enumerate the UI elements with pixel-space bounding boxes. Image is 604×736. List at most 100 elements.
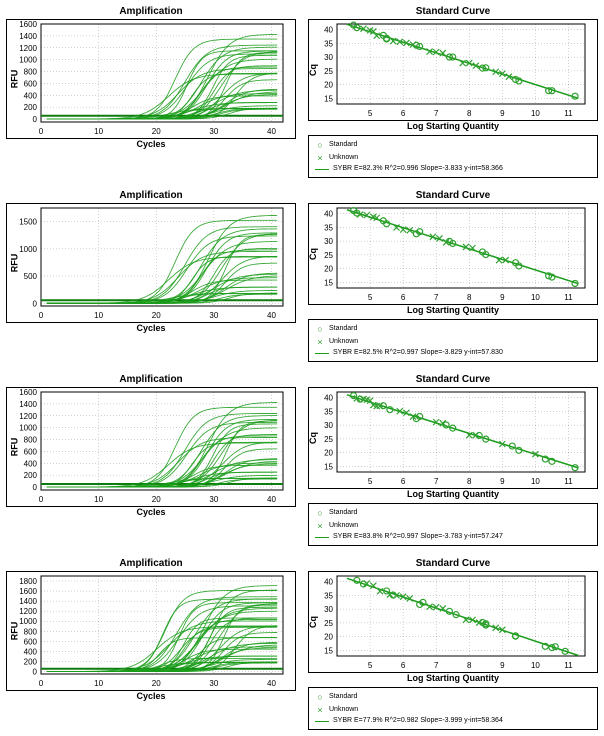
legend-item-unknown: × Unknown bbox=[315, 520, 591, 533]
line-icon bbox=[315, 169, 329, 170]
x-icon: × bbox=[315, 152, 325, 165]
svg-text:1600: 1600 bbox=[19, 388, 37, 397]
legend-item-unknown: × Unknown bbox=[315, 152, 591, 165]
svg-text:7: 7 bbox=[434, 661, 439, 670]
svg-text:9: 9 bbox=[500, 109, 505, 118]
svg-text:25: 25 bbox=[324, 251, 333, 260]
legend-item-standard: ○ Standard bbox=[315, 507, 591, 520]
amplification-plot: 01020304002004006008001000120014001600 bbox=[7, 20, 289, 138]
svg-text:1000: 1000 bbox=[19, 56, 37, 65]
line-icon bbox=[315, 537, 329, 538]
legend-item-unknown: × Unknown bbox=[315, 336, 591, 349]
svg-text:10: 10 bbox=[94, 127, 103, 136]
svg-text:25: 25 bbox=[324, 67, 333, 76]
line-icon bbox=[315, 353, 329, 354]
chart-title: Amplification bbox=[6, 558, 296, 569]
svg-text:200: 200 bbox=[24, 471, 38, 480]
y-axis-label: RFU bbox=[9, 70, 19, 89]
chart-title: Standard Curve bbox=[308, 374, 598, 385]
chart-title: Standard Curve bbox=[308, 6, 598, 17]
svg-text:10: 10 bbox=[94, 495, 103, 504]
svg-text:10: 10 bbox=[531, 661, 540, 670]
standard-curve-panel: Standard Curve Cq 567891011152025303540 … bbox=[308, 558, 598, 730]
svg-text:15: 15 bbox=[324, 94, 333, 103]
x-icon: × bbox=[315, 520, 325, 533]
svg-text:10: 10 bbox=[94, 679, 103, 688]
legend-item-fit: SYBR E=82.5% R^2=0.997 Slope=-3.829 y-in… bbox=[315, 348, 591, 358]
svg-text:6: 6 bbox=[401, 109, 406, 118]
legend: ○ Standard × Unknown SYBR E=77.9% R^2=0.… bbox=[308, 687, 598, 730]
svg-text:8: 8 bbox=[467, 293, 472, 302]
x-axis-label: Cycles bbox=[6, 691, 296, 701]
svg-text:1400: 1400 bbox=[19, 400, 37, 409]
svg-text:20: 20 bbox=[324, 81, 333, 90]
y-axis-label: RFU bbox=[9, 254, 19, 273]
standard-curve-plot: 567891011152025303540 bbox=[309, 204, 591, 304]
x-icon: × bbox=[315, 336, 325, 349]
svg-text:30: 30 bbox=[209, 311, 218, 320]
svg-text:35: 35 bbox=[324, 39, 333, 48]
svg-text:6: 6 bbox=[401, 293, 406, 302]
svg-text:11: 11 bbox=[564, 293, 573, 302]
x-axis-label: Log Starting Quantity bbox=[308, 121, 598, 131]
svg-text:5: 5 bbox=[368, 661, 373, 670]
svg-text:10: 10 bbox=[531, 293, 540, 302]
svg-text:0: 0 bbox=[39, 127, 44, 136]
svg-text:1800: 1800 bbox=[19, 577, 37, 586]
x-icon: × bbox=[315, 704, 325, 717]
chart-title: Standard Curve bbox=[308, 190, 598, 201]
legend-item-standard: ○ Standard bbox=[315, 691, 591, 704]
legend: ○ Standard × Unknown SYBR E=82.5% R^2=0.… bbox=[308, 319, 598, 362]
svg-text:200: 200 bbox=[24, 657, 38, 666]
svg-text:15: 15 bbox=[324, 646, 333, 655]
svg-text:8: 8 bbox=[467, 109, 472, 118]
legend-label: Standard bbox=[329, 508, 357, 518]
svg-text:400: 400 bbox=[24, 459, 38, 468]
svg-text:1600: 1600 bbox=[19, 587, 37, 596]
svg-text:600: 600 bbox=[24, 447, 38, 456]
svg-text:11: 11 bbox=[564, 477, 573, 486]
legend-label: Unknown bbox=[329, 153, 358, 163]
legend: ○ Standard × Unknown SYBR E=82.3% R^2=0.… bbox=[308, 135, 598, 178]
svg-text:1600: 1600 bbox=[19, 20, 37, 29]
y-axis-label: Cq bbox=[308, 64, 318, 76]
y-axis-label: Cq bbox=[308, 432, 318, 444]
svg-text:30: 30 bbox=[324, 53, 333, 62]
chart-grid: Amplification RFU 0102030400200400600800… bbox=[0, 0, 604, 736]
svg-text:40: 40 bbox=[324, 26, 333, 35]
legend-label: Unknown bbox=[329, 521, 358, 531]
svg-text:40: 40 bbox=[267, 127, 276, 136]
legend-item-fit: SYBR E=83.8% R^2=0.997 Slope=-3.783 y-in… bbox=[315, 532, 591, 542]
legend-item-standard: ○ Standard bbox=[315, 139, 591, 152]
svg-text:0: 0 bbox=[33, 483, 38, 492]
svg-text:5: 5 bbox=[368, 109, 373, 118]
svg-text:1200: 1200 bbox=[19, 44, 37, 53]
svg-text:0: 0 bbox=[33, 115, 38, 124]
standard-curve-plot: 567891011152025303540 bbox=[309, 572, 591, 672]
svg-text:7: 7 bbox=[434, 109, 439, 118]
svg-text:20: 20 bbox=[152, 495, 161, 504]
svg-text:9: 9 bbox=[500, 661, 505, 670]
standard-curve-panel: Standard Curve Cq 567891011152025303540 … bbox=[308, 6, 598, 178]
svg-text:5: 5 bbox=[368, 293, 373, 302]
svg-text:9: 9 bbox=[500, 477, 505, 486]
x-axis-label: Cycles bbox=[6, 139, 296, 149]
circle-icon: ○ bbox=[315, 691, 325, 704]
amplification-plot: 01020304002004006008001000120014001600 bbox=[7, 388, 289, 506]
svg-text:30: 30 bbox=[324, 237, 333, 246]
svg-text:11: 11 bbox=[564, 109, 573, 118]
svg-text:20: 20 bbox=[152, 679, 161, 688]
x-axis-label: Log Starting Quantity bbox=[308, 673, 598, 683]
legend-label: SYBR E=82.5% R^2=0.997 Slope=-3.829 y-in… bbox=[333, 348, 503, 358]
svg-text:35: 35 bbox=[324, 223, 333, 232]
svg-text:1000: 1000 bbox=[19, 245, 37, 254]
svg-text:30: 30 bbox=[209, 679, 218, 688]
svg-text:200: 200 bbox=[24, 103, 38, 112]
svg-text:40: 40 bbox=[267, 495, 276, 504]
svg-text:1000: 1000 bbox=[19, 617, 37, 626]
svg-text:8: 8 bbox=[467, 661, 472, 670]
svg-text:1000: 1000 bbox=[19, 424, 37, 433]
svg-text:6: 6 bbox=[401, 661, 406, 670]
svg-text:6: 6 bbox=[401, 477, 406, 486]
svg-text:10: 10 bbox=[94, 311, 103, 320]
